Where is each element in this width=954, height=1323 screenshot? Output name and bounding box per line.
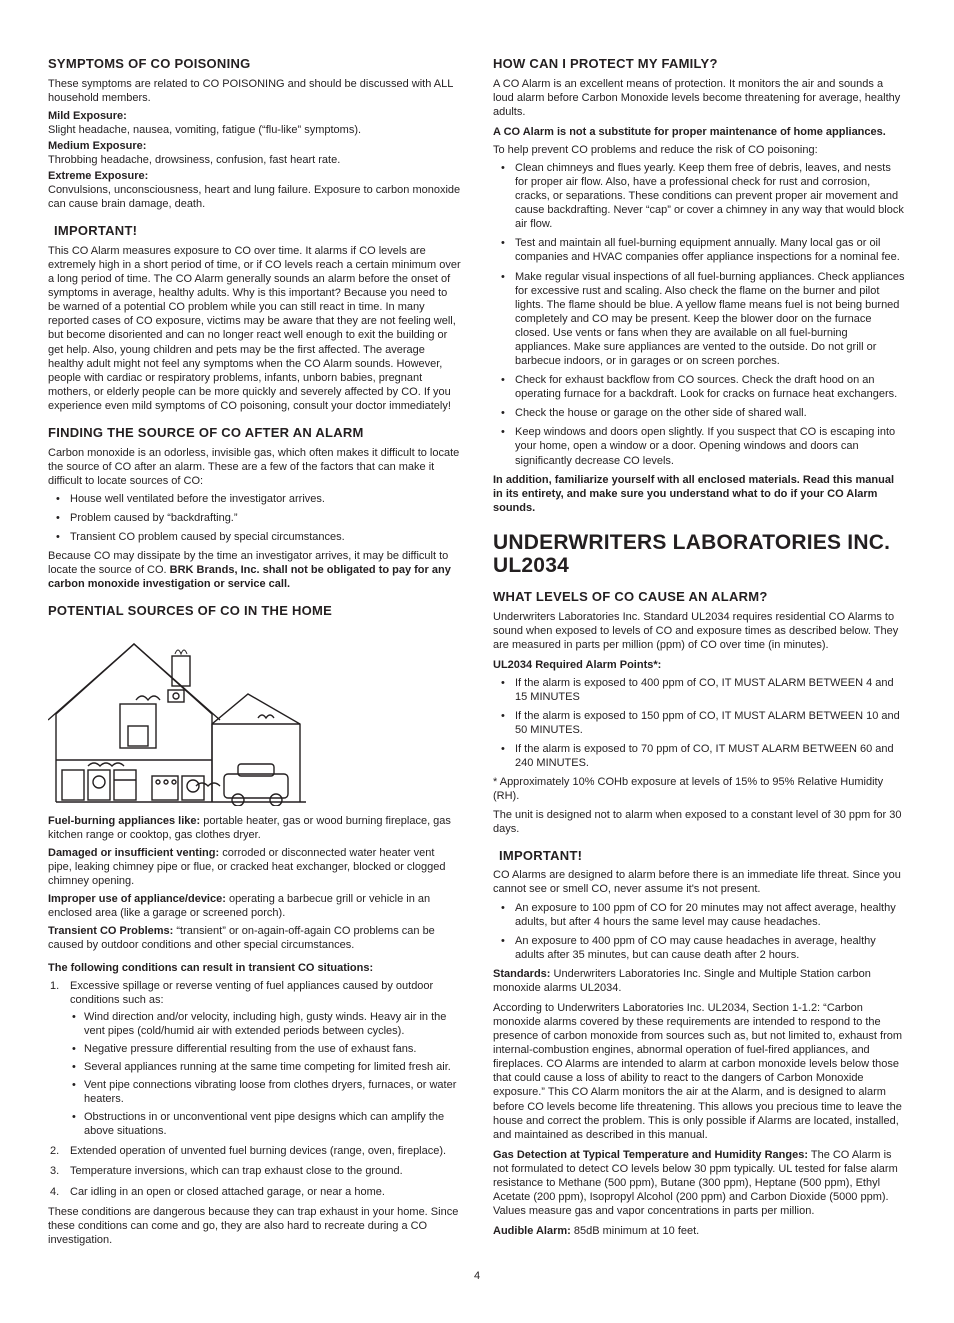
protect-intro: A CO Alarm is an excellent means of prot…	[493, 77, 906, 119]
exposure-medium: Medium Exposure: Throbbing headache, dro…	[48, 139, 461, 167]
levels-required-label: UL2034 Required Alarm Points*:	[493, 658, 906, 672]
heading-potential-sources: POTENTIAL SOURCES OF CO IN THE HOME	[48, 603, 461, 620]
protect-list: Clean chimneys and flues yearly. Keep th…	[493, 161, 906, 468]
protect-outro: In addition, familiarize yourself with a…	[493, 473, 906, 515]
heading-important: IMPORTANT!	[48, 223, 461, 240]
heading-finding-source: FINDING THE SOURCE OF CO AFTER AN ALARM	[48, 425, 461, 442]
transient-intro: The following conditions can result in t…	[48, 961, 461, 975]
finding-after: Because CO may dissipate by the time an …	[48, 549, 461, 591]
audible-alarm: Audible Alarm: 85dB minimum at 10 feet.	[493, 1224, 906, 1238]
finding-list: House well ventilated before the investi…	[48, 492, 461, 544]
exposure-extreme: Extreme Exposure: Convulsions, unconscio…	[48, 169, 461, 211]
gas-detection: Gas Detection at Typical Temperature and…	[493, 1148, 906, 1218]
levels-item: If the alarm is exposed to 70 ppm of CO,…	[493, 742, 906, 770]
house-illustration	[48, 626, 461, 806]
protect-item: Clean chimneys and flues yearly. Keep th…	[493, 161, 906, 231]
important2-intro: CO Alarms are designed to alarm before t…	[493, 868, 906, 896]
potential-item: Improper use of appliance/device: operat…	[48, 892, 461, 920]
exposure-mild-text: Slight headache, nausea, vomiting, fatig…	[48, 123, 461, 137]
standards-line: Standards: Underwriters Laboratories Inc…	[493, 967, 906, 995]
transient-after: These conditions are dangerous because t…	[48, 1205, 461, 1247]
transient-li-4: Car idling in an open or closed attached…	[48, 1185, 461, 1199]
heading-important-2: IMPORTANT!	[493, 848, 906, 865]
page-number: 4	[48, 1269, 906, 1283]
heading-protect: HOW CAN I PROTECT MY FAMILY?	[493, 56, 906, 73]
levels-item: If the alarm is exposed to 150 ppm of CO…	[493, 709, 906, 737]
standards-text: Underwriters Laboratories Inc. Single an…	[493, 968, 871, 994]
protect-item: Check the house or garage on the other s…	[493, 406, 906, 420]
transient-sub-item: Negative pressure differential resulting…	[70, 1042, 461, 1056]
protect-item: Make regular visual inspections of all f…	[493, 270, 906, 369]
potential-item: Transient CO Problems: “transient” or on…	[48, 924, 461, 952]
transient-sub-item: Obstructions in or unconventional vent p…	[70, 1110, 461, 1138]
pot-lbl-1: Damaged or insufficient venting:	[48, 847, 219, 859]
pot-lbl-0: Fuel-burning appliances like:	[48, 815, 200, 827]
two-column-layout: SYMPTOMS OF CO POISONING These symptoms …	[48, 56, 906, 1251]
transient-li-2: Extended operation of unvented fuel burn…	[48, 1144, 461, 1158]
exposure-extreme-text: Convulsions, unconsciousness, heart and …	[48, 183, 461, 211]
levels-note: * Approximately 10% COHb exposure at lev…	[493, 775, 906, 803]
exposure-medium-label: Medium Exposure:	[48, 139, 461, 153]
exposure-medium-text: Throbbing headache, drowsiness, confusio…	[48, 153, 461, 167]
pot-lbl-3: Transient CO Problems:	[48, 925, 173, 937]
audible-text: 85dB minimum at 10 feet.	[571, 1225, 699, 1237]
finding-item: Problem caused by “backdrafting.”	[48, 511, 461, 525]
ul-paragraph: According to Underwriters Laboratories I…	[493, 1001, 906, 1142]
symptoms-intro: These symptoms are related to CO POISONI…	[48, 77, 461, 105]
finding-intro: Carbon monoxide is an odorless, invisibl…	[48, 446, 461, 488]
transient-sub-item: Vent pipe connections vibrating loose fr…	[70, 1078, 461, 1106]
transient-li-3: Temperature inversions, which can trap e…	[48, 1164, 461, 1178]
finding-item: Transient CO problem caused by special c…	[48, 530, 461, 544]
protect-bold: A CO Alarm is not a substitute for prope…	[493, 125, 906, 139]
levels-note2: The unit is designed not to alarm when e…	[493, 808, 906, 836]
levels-item: If the alarm is exposed to 400 ppm of CO…	[493, 676, 906, 704]
protect-lead: To help prevent CO problems and reduce t…	[493, 143, 906, 157]
protect-item: Keep windows and doors open slightly. If…	[493, 425, 906, 467]
important2-item: An exposure to 100 ppm of CO for 20 minu…	[493, 901, 906, 929]
transient-sub-item: Wind direction and/or velocity, includin…	[70, 1010, 461, 1038]
levels-list: If the alarm is exposed to 400 ppm of CO…	[493, 676, 906, 770]
important-body: This CO Alarm measures exposure to CO ov…	[48, 244, 461, 413]
transient-sub-item: Several appliances running at the same t…	[70, 1060, 461, 1074]
heading-symptoms: SYMPTOMS OF CO POISONING	[48, 56, 461, 73]
heading-levels: WHAT LEVELS OF CO CAUSE AN ALARM?	[493, 589, 906, 606]
heading-ul2034: UNDERWRITERS LABORATORIES INC. UL2034	[493, 531, 906, 577]
right-column: HOW CAN I PROTECT MY FAMILY? A CO Alarm …	[493, 56, 906, 1251]
potential-item: Fuel-burning appliances like: portable h…	[48, 814, 461, 842]
exposure-mild-label: Mild Exposure:	[48, 109, 461, 123]
standards-label: Standards:	[493, 968, 550, 980]
levels-intro: Underwriters Laboratories Inc. Standard …	[493, 610, 906, 652]
left-column: SYMPTOMS OF CO POISONING These symptoms …	[48, 56, 461, 1251]
protect-item: Test and maintain all fuel-burning equip…	[493, 236, 906, 264]
important2-list: An exposure to 100 ppm of CO for 20 minu…	[493, 901, 906, 962]
important2-item: An exposure to 400 ppm of CO may cause h…	[493, 934, 906, 962]
gas-label: Gas Detection at Typical Temperature and…	[493, 1149, 808, 1161]
finding-item: House well ventilated before the investi…	[48, 492, 461, 506]
exposure-extreme-label: Extreme Exposure:	[48, 169, 461, 183]
house-svg	[48, 626, 308, 806]
transient-list: Excessive spillage or reverse venting of…	[48, 979, 461, 1199]
exposure-mild: Mild Exposure: Slight headache, nausea, …	[48, 109, 461, 137]
pot-lbl-2: Improper use of appliance/device:	[48, 893, 226, 905]
audible-label: Audible Alarm:	[493, 1225, 571, 1237]
transient-li-1: Excessive spillage or reverse venting of…	[48, 979, 461, 1139]
protect-item: Check for exhaust backflow from CO sourc…	[493, 373, 906, 401]
transient-sub: Wind direction and/or velocity, includin…	[70, 1010, 461, 1139]
potential-item: Damaged or insufficient venting: corrode…	[48, 846, 461, 888]
transient-li-1-main: Excessive spillage or reverse venting of…	[70, 980, 433, 1006]
